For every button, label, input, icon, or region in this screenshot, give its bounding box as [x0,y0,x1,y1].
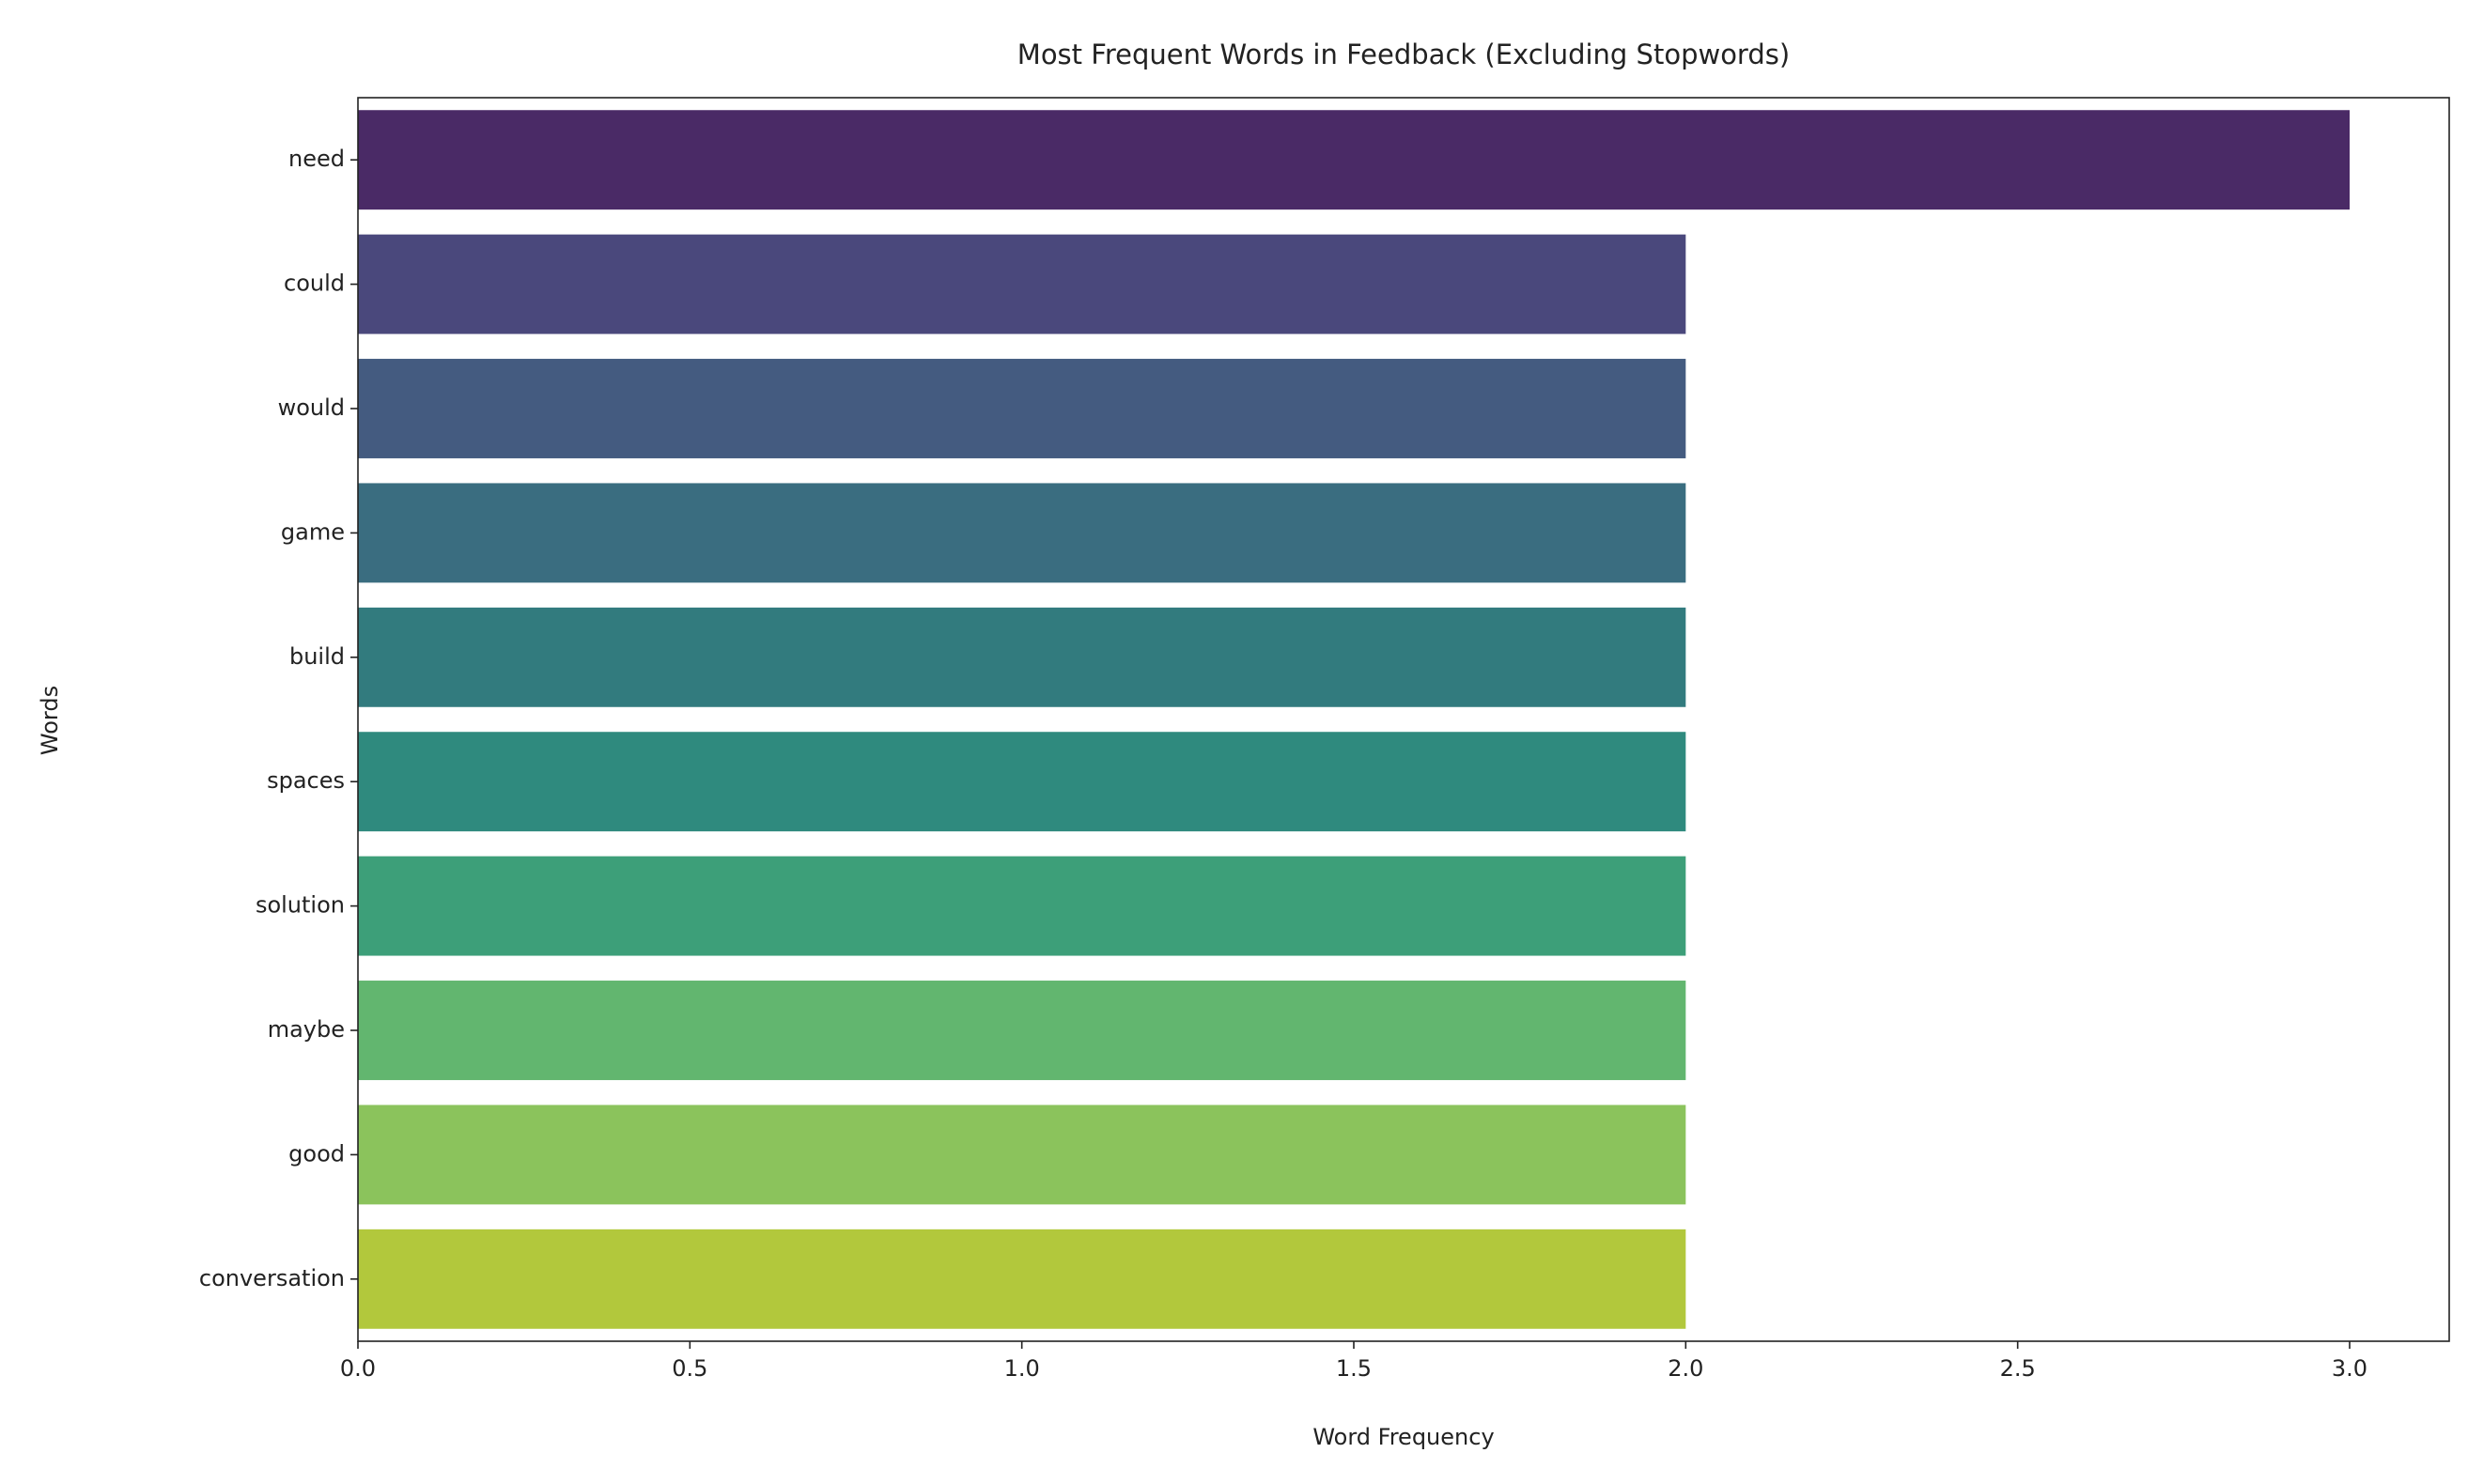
bar [358,1105,1686,1205]
y-axis-label: Words [37,686,63,755]
y-tick-label: conversation [199,1265,345,1291]
x-tick-label: 3.0 [2332,1355,2367,1382]
y-tick-label: solution [256,892,345,919]
bar [358,359,1686,458]
x-tick-label: 2.5 [2000,1355,2036,1382]
bar [358,110,2350,210]
chart-title: Most Frequent Words in Feedback (Excludi… [1017,39,1790,70]
bar [358,732,1686,832]
y-tick-label: could [284,271,345,297]
y-tick-label: good [288,1140,345,1167]
bar [358,234,1686,334]
x-tick-label: 1.5 [1336,1355,1372,1382]
bar [358,607,1686,707]
y-tick-label: would [278,394,345,421]
y-tick-label: need [288,146,345,172]
x-tick-label: 1.0 [1004,1355,1040,1382]
bar [358,856,1686,956]
plot-frame [357,97,2450,1342]
y-tick-label: game [281,518,345,545]
x-tick-label: 2.0 [1668,1355,1703,1382]
x-tick-label: 0.0 [340,1355,376,1382]
y-tick-label: maybe [268,1016,345,1043]
bar [358,483,1686,583]
x-axis-label: Word Frequency [1312,1424,1494,1450]
bar [358,1229,1686,1329]
y-tick-label: spaces [267,767,345,794]
x-tick-label: 0.5 [672,1355,707,1382]
bar [358,981,1686,1080]
y-tick-label: build [289,643,345,670]
